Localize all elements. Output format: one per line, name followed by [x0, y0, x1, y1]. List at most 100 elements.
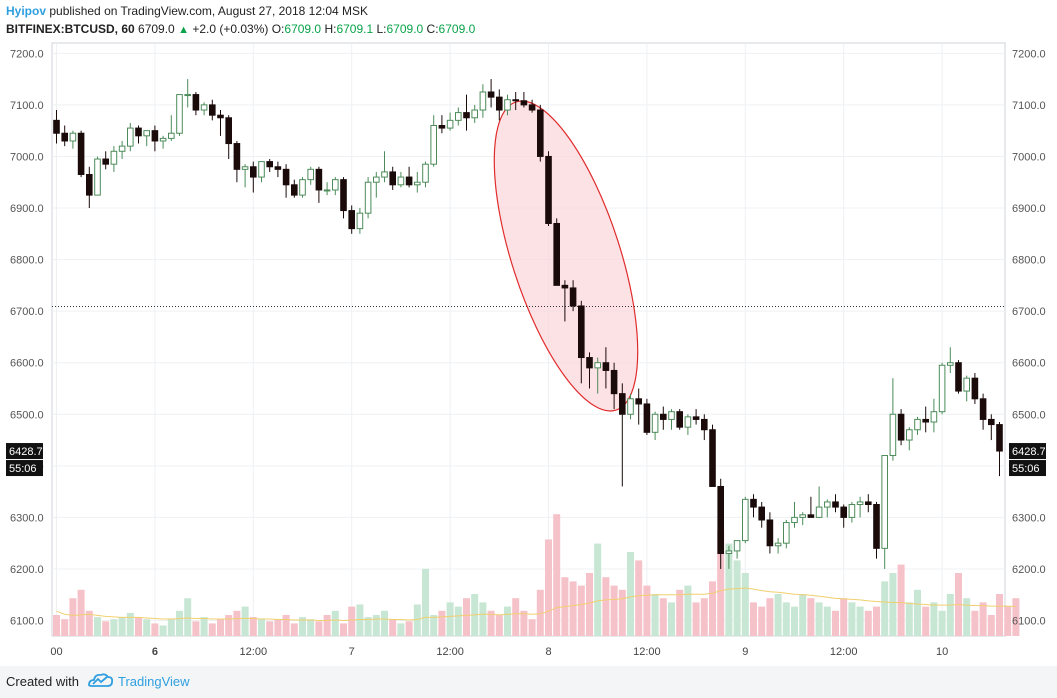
candle-body [979, 398, 987, 420]
candle-body [299, 179, 306, 196]
candle-body [963, 377, 971, 392]
candle [241, 164, 249, 188]
candle [996, 422, 1003, 477]
y-tick-label-left: 7100.0 [10, 100, 44, 112]
candle-body [250, 166, 257, 178]
y-tick-label-left: 6700.0 [10, 306, 44, 318]
candle-body [471, 109, 478, 119]
volume-bar [208, 623, 216, 636]
volume-bar [602, 577, 610, 636]
volume-bar [495, 615, 503, 636]
candle [496, 89, 503, 121]
candle-body [192, 94, 200, 111]
candle [512, 91, 520, 111]
volume-bar [914, 589, 921, 636]
candle-body [528, 104, 536, 111]
candle [69, 130, 77, 149]
close-value: 6709.0 [438, 22, 476, 36]
candle-body [733, 540, 741, 552]
volume-bar [717, 531, 725, 636]
candle-body [53, 119, 60, 134]
candle [660, 406, 667, 430]
y-tick-label-left: 7200.0 [10, 48, 44, 60]
candle-body [840, 506, 848, 518]
volume-bar [586, 573, 593, 636]
author-link[interactable]: Hyipov [6, 4, 47, 18]
candle [94, 156, 101, 196]
candle-body [627, 398, 634, 415]
candle-body [356, 212, 364, 230]
volume-bar [791, 606, 798, 636]
volume-bar [643, 585, 651, 636]
volume-bar [618, 589, 626, 636]
volume-bar [1004, 606, 1012, 636]
candle-body [151, 130, 159, 142]
candle [635, 388, 643, 425]
volume-ma-line [56, 587, 1016, 622]
x-tick-label: 6 [152, 646, 158, 658]
candle [217, 110, 224, 136]
candle [856, 496, 864, 518]
symbol-info: BITFINEX:BTCUSD, 60 6709.0 ▲ +2.0 (+0.03… [6, 22, 475, 36]
volume-bar [635, 560, 643, 636]
y-tick-label-left: 6300.0 [10, 512, 44, 524]
candle-body [643, 403, 651, 433]
x-tick-label: 7 [349, 646, 355, 658]
candle-body [807, 514, 815, 518]
x-tick-label: 9 [742, 646, 748, 658]
candle [520, 91, 528, 108]
candle [504, 94, 511, 116]
triangle-up-icon: ▲ [178, 24, 189, 36]
candle-body [364, 181, 372, 214]
volume-bar [430, 615, 438, 636]
candle-body [561, 284, 569, 289]
volume-bar [487, 610, 495, 636]
candle [127, 122, 134, 152]
candle [487, 79, 495, 108]
volume-bar [889, 573, 897, 636]
volume-bar [405, 621, 413, 636]
volume-bar [979, 602, 987, 636]
tradingview-link[interactable]: TradingView [118, 674, 190, 689]
candle [209, 99, 216, 121]
volume-bar [848, 602, 856, 636]
countdown-tag-left-bg [6, 460, 43, 477]
candle [955, 360, 962, 394]
candle-body [930, 411, 938, 423]
candle-body [635, 398, 643, 405]
price-chart[interactable]: 6100.06100.06200.06200.06300.06300.06400… [0, 0, 1057, 666]
volume-bar [873, 606, 880, 636]
candle-body [200, 104, 208, 111]
volume-bar [774, 594, 782, 636]
candle [250, 161, 257, 193]
candle-body [692, 416, 700, 420]
candle [840, 504, 848, 528]
candle [159, 135, 167, 149]
candle [791, 501, 798, 528]
candle-body [455, 112, 462, 121]
candle [709, 424, 716, 487]
volume-bar [446, 602, 454, 636]
candle-body [209, 104, 216, 116]
volume-bar [807, 598, 815, 636]
candle-body [824, 501, 831, 508]
x-tick-label: 12:00 [436, 646, 464, 658]
volume-bar [741, 573, 749, 636]
candle [848, 501, 856, 523]
change-value: +2.0 (+0.03%) [192, 22, 269, 36]
candle-body [61, 132, 69, 142]
volume-bar [987, 615, 995, 636]
candle [299, 177, 306, 198]
volume-bar [151, 623, 159, 636]
candle-body [118, 145, 126, 152]
candle-body [69, 132, 77, 142]
candle-body [323, 189, 331, 192]
volume-bar [996, 594, 1003, 636]
volume-bar [61, 619, 69, 636]
candle [807, 496, 815, 518]
close-label: C: [426, 22, 439, 36]
volume-bar [192, 621, 200, 636]
candle-body [479, 91, 487, 111]
candle [373, 171, 380, 198]
volume-bar [709, 581, 716, 636]
